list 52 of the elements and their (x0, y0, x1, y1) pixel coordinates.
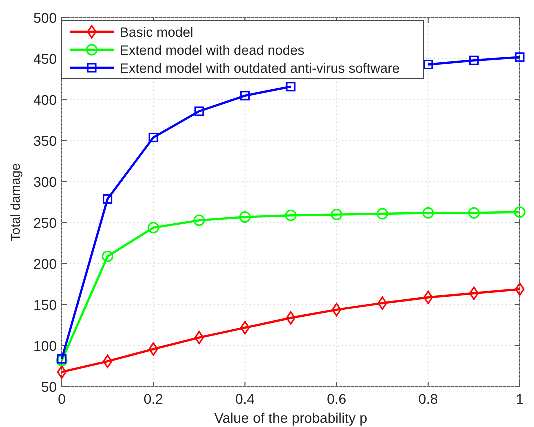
y-tick-label: 400 (34, 92, 58, 108)
point (240, 91, 250, 101)
x-axis-title: Value of the probability p (214, 410, 368, 426)
y-tick-label: 300 (34, 174, 58, 190)
point (424, 290, 434, 304)
point (515, 282, 525, 296)
point (194, 331, 204, 345)
point (240, 321, 250, 335)
point (103, 354, 113, 368)
point (194, 214, 206, 226)
x-tick-label: 1 (516, 391, 524, 407)
y-tick-label: 350 (34, 133, 58, 149)
point (332, 303, 342, 317)
point (469, 286, 479, 300)
legend-label: Basic model (120, 25, 194, 40)
point (57, 354, 67, 364)
point (194, 106, 204, 116)
point (239, 212, 251, 224)
point (424, 60, 434, 70)
y-tick-label: 200 (34, 256, 58, 272)
y-tick-label: 250 (34, 215, 58, 231)
point (103, 194, 113, 204)
y-tick-label: 450 (34, 51, 58, 67)
y-axis-title: Total damage (8, 163, 23, 242)
point (57, 365, 67, 379)
legend-label: Extend model with dead nodes (120, 43, 305, 58)
x-tick-label: 0.6 (327, 391, 347, 407)
point (469, 56, 479, 66)
x-tick-label: 0.4 (235, 391, 256, 407)
point (148, 132, 158, 142)
point (376, 208, 388, 220)
x-tick-label: 0 (58, 391, 66, 407)
point (102, 250, 114, 262)
y-tick-label: 500 (34, 10, 58, 26)
point (515, 52, 525, 62)
point (148, 222, 160, 234)
point (378, 296, 388, 310)
y-tick-label: 150 (34, 297, 58, 313)
point (422, 207, 434, 219)
y-tick-label: 100 (34, 338, 58, 354)
point (514, 206, 526, 218)
point (286, 82, 296, 92)
point (286, 311, 296, 325)
point (468, 207, 480, 219)
point (148, 342, 158, 356)
x-tick-label: 0.8 (418, 391, 438, 407)
point (285, 210, 297, 222)
point (331, 209, 343, 221)
y-tick-label: 50 (41, 379, 58, 395)
legend-label: Extend model with outdated anti-virus software (120, 61, 400, 76)
point (56, 355, 68, 367)
x-tick-label: 0.2 (144, 391, 164, 407)
